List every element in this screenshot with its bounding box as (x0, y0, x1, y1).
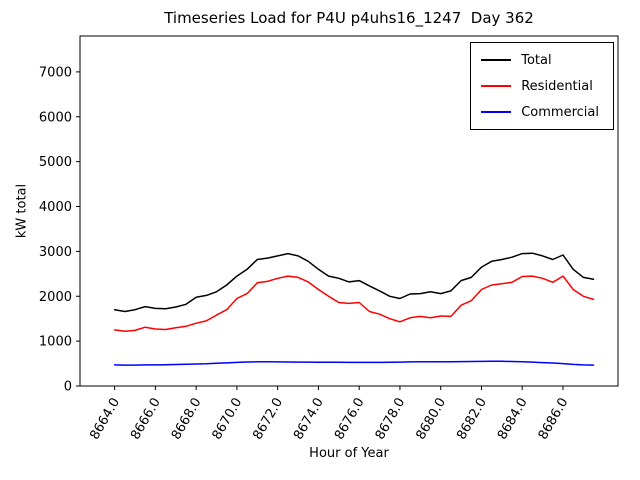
series-line-commercial (113, 360, 595, 366)
x-tick-label: 8680.0 (413, 396, 449, 443)
y-tick-label: 0 (64, 380, 72, 395)
legend-entry: Residential (481, 76, 599, 96)
y-tick-label: 4000 (39, 200, 72, 215)
legend-line-swatch-residential (481, 85, 512, 87)
y-tick-label: 7000 (39, 65, 72, 80)
x-tick-label: 8670.0 (210, 396, 246, 443)
x-tick-label: 8668.0 (169, 396, 205, 443)
y-tick-label: 2000 (39, 290, 72, 305)
legend-line-swatch-total (481, 59, 512, 61)
x-axis-label: Hour of Year (309, 446, 389, 461)
x-tick-label: 8678.0 (373, 396, 409, 443)
x-tick-label: 8664.0 (87, 396, 123, 443)
y-tick-label: 3000 (39, 245, 72, 260)
series-line-total (113, 252, 595, 313)
legend-entry: Commercial (481, 102, 599, 122)
legend-label: Commercial (521, 104, 599, 120)
chart-title: Timeseries Load for P4U p4uhs16_1247 Day… (164, 9, 534, 27)
x-tick-label: 8676.0 (332, 396, 368, 443)
legend-label: Total (521, 52, 552, 68)
series-line-residential (113, 275, 595, 333)
x-tick-label: 8666.0 (128, 396, 164, 443)
x-tick-label: 8672.0 (250, 396, 286, 443)
legend-line-swatch-commercial (481, 111, 512, 113)
legend-label: Residential (521, 78, 593, 94)
legend: Total Residential Commercial (470, 42, 614, 130)
x-tick-label: 8682.0 (454, 396, 490, 443)
x-tick-label: 8674.0 (291, 396, 327, 443)
legend-entry: Total (481, 50, 599, 70)
y-tick-label: 6000 (39, 110, 72, 125)
x-tick-label: 8684.0 (495, 396, 531, 443)
x-tick-label: 8686.0 (536, 396, 572, 443)
y-tick-label: 1000 (39, 335, 72, 350)
y-tick-label: 5000 (39, 155, 72, 170)
